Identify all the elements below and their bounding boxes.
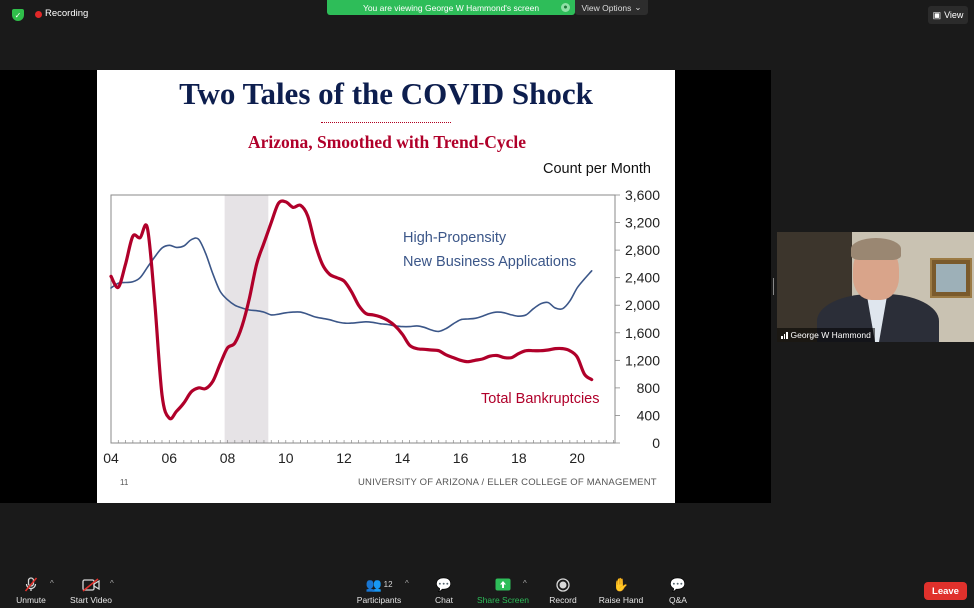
record-button[interactable]: Record bbox=[546, 577, 580, 605]
y-tick-label: 1,200 bbox=[625, 352, 660, 368]
qa-label: Q&A bbox=[669, 595, 687, 605]
x-tick-label: 16 bbox=[453, 450, 469, 466]
share-screen-icon bbox=[476, 577, 530, 592]
y-tick-label: 1,600 bbox=[625, 325, 660, 341]
participants-options-chevron-icon[interactable]: ^ bbox=[405, 579, 409, 588]
participant-video-tile[interactable]: George W Hammond bbox=[777, 232, 974, 342]
series-annotation-bankruptcies: Total Bankruptcies bbox=[481, 391, 599, 407]
participants-label: Participants bbox=[356, 595, 402, 605]
recording-label[interactable]: Recording bbox=[45, 8, 89, 19]
qa-bubbles-icon: 💬 bbox=[669, 576, 687, 592]
chevron-down-icon: ⌄ bbox=[634, 2, 642, 12]
slide-footer: UNIVERSITY OF ARIZONA / ELLER COLLEGE OF… bbox=[358, 477, 657, 488]
video-person-hair bbox=[851, 238, 901, 260]
unmute-label: Unmute bbox=[16, 595, 46, 605]
banner-status-icon[interactable]: ● bbox=[561, 3, 570, 12]
y-tick-label: 2,400 bbox=[625, 270, 660, 286]
encryption-shield-icon[interactable]: ✓ bbox=[12, 9, 24, 21]
start-video-button[interactable]: Start Video bbox=[66, 577, 116, 605]
title-divider bbox=[321, 122, 451, 123]
recession-shading bbox=[224, 195, 269, 443]
x-tick-label: 14 bbox=[395, 450, 411, 466]
y-axis-label: Count per Month bbox=[543, 161, 651, 177]
view-button-label: View bbox=[944, 10, 964, 20]
viewing-screen-text: You are viewing George W Hammond's scree… bbox=[362, 2, 540, 13]
x-tick-label: 18 bbox=[511, 450, 527, 466]
raise-hand-icon: ✋ bbox=[612, 576, 630, 592]
y-tick-label: 800 bbox=[637, 380, 661, 396]
video-options-chevron-icon[interactable]: ^ bbox=[110, 579, 114, 588]
y-tick-label: 2,800 bbox=[625, 242, 660, 258]
leave-button[interactable]: Leave bbox=[924, 582, 967, 600]
x-tick-label: 12 bbox=[336, 450, 352, 466]
view-options-label: View Options bbox=[581, 2, 632, 13]
x-tick-label: 06 bbox=[161, 450, 177, 466]
meeting-top-bar: ✓ Recording You are viewing George W Ham… bbox=[0, 0, 974, 30]
plot-frame bbox=[110, 194, 616, 444]
series-line-bankruptcies bbox=[109, 199, 594, 421]
audio-options-chevron-icon[interactable]: ^ bbox=[50, 579, 54, 588]
participants-count: 12 bbox=[383, 580, 393, 589]
y-tick-label: 2,000 bbox=[625, 297, 660, 313]
chat-button[interactable]: 💬 Chat bbox=[430, 576, 458, 606]
view-options-button[interactable]: View Options ⌄ bbox=[575, 0, 648, 15]
qa-button[interactable]: 💬 Q&A bbox=[664, 576, 692, 606]
series-line-applications bbox=[110, 237, 593, 333]
video-off-icon bbox=[66, 577, 116, 592]
participants-icon: 👥 bbox=[365, 576, 382, 592]
y-tick-label: 400 bbox=[637, 407, 661, 423]
start-video-label: Start Video bbox=[70, 595, 112, 605]
x-tick-label: 10 bbox=[278, 450, 294, 466]
slide-subtitle: Arizona, Smoothed with Trend-Cycle bbox=[247, 132, 527, 152]
view-layout-icon: ▣ bbox=[932, 9, 942, 20]
muted-microphone-icon bbox=[12, 577, 50, 592]
recording-dot-icon bbox=[35, 11, 42, 18]
raise-hand-button[interactable]: ✋ Raise Hand bbox=[597, 576, 645, 606]
series-annotation-applications: New Business Applications bbox=[403, 254, 576, 270]
y-tick-label: 3,200 bbox=[625, 215, 660, 231]
meeting-toolbar: Unmute ^ Start Video ^ 👥 12 Participants… bbox=[0, 573, 974, 608]
y-tick-label: 3,600 bbox=[625, 187, 660, 203]
record-label: Record bbox=[549, 595, 577, 605]
chat-label: Chat bbox=[435, 595, 453, 605]
presentation-slide: Two Tales of the COVID Shock Arizona, Sm… bbox=[97, 70, 675, 503]
share-screen-button[interactable]: Share Screen bbox=[476, 577, 530, 605]
participant-name: George W Hammond bbox=[790, 330, 871, 340]
share-options-chevron-icon[interactable]: ^ bbox=[523, 579, 527, 588]
series-annotation-applications: High-Propensity bbox=[403, 230, 507, 246]
line-chart: 04 06 08 10 12 14 16 18 20 0 400 800 1,200 1,600 2,000… bbox=[103, 161, 661, 466]
share-screen-label: Share Screen bbox=[477, 595, 529, 605]
participant-name-tag: George W Hammond bbox=[777, 328, 875, 342]
chat-bubble-icon: 💬 bbox=[435, 576, 453, 592]
viewing-screen-banner: You are viewing George W Hammond's scree… bbox=[327, 0, 575, 15]
y-tick-label: 0 bbox=[652, 435, 660, 451]
x-tick-label: 20 bbox=[569, 450, 585, 466]
signal-strength-icon bbox=[781, 331, 788, 339]
participants-button[interactable]: 👥 12 Participants bbox=[354, 576, 404, 606]
slide-page-number: 11 bbox=[120, 478, 129, 487]
unmute-button[interactable]: Unmute bbox=[12, 577, 50, 605]
view-button[interactable]: ▣ View bbox=[928, 6, 968, 24]
x-tick-label: 08 bbox=[220, 450, 236, 466]
record-icon bbox=[546, 577, 580, 592]
video-wall-picture bbox=[930, 258, 972, 298]
x-tick-label: 04 bbox=[103, 450, 119, 466]
slide-title: Two Tales of the COVID Shock bbox=[179, 76, 593, 111]
raise-hand-label: Raise Hand bbox=[598, 595, 644, 605]
